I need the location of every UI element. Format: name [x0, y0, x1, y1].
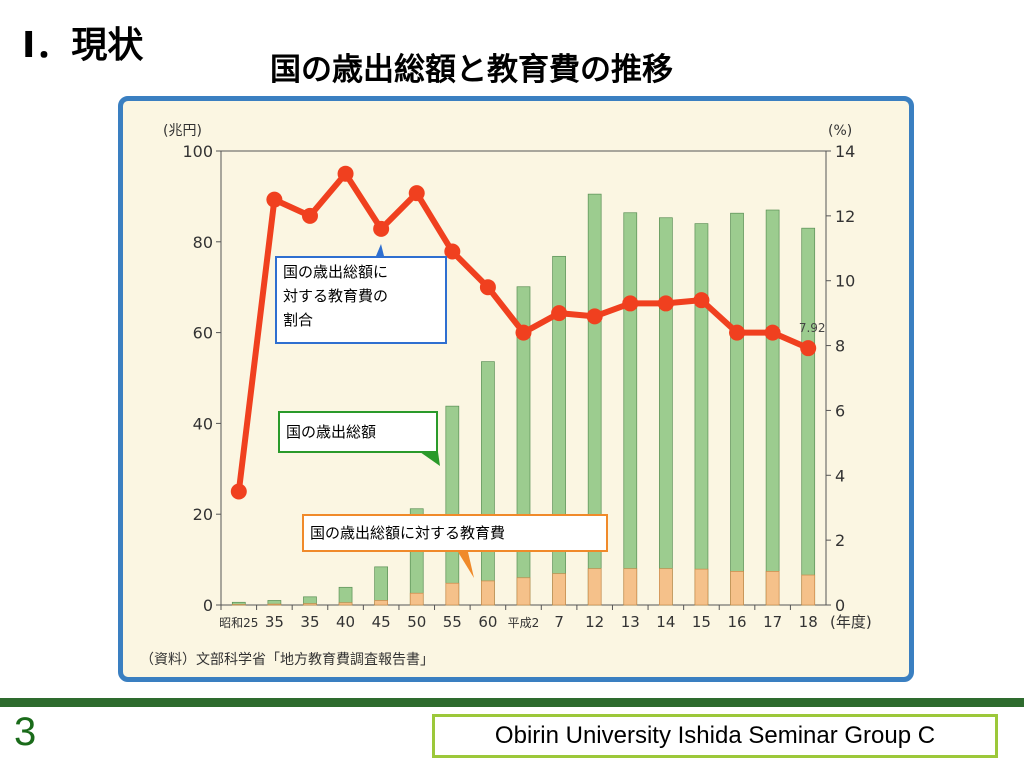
bar-education: [374, 600, 388, 606]
callout-ratio-line-2: 対する教育費の: [283, 287, 389, 305]
bar-education: [409, 592, 424, 606]
ratio-point: [373, 220, 390, 237]
right-axis-tick-label: 10: [835, 272, 855, 291]
bottom-bar: [0, 698, 1024, 707]
bar-total: [445, 405, 460, 606]
bar-total: [338, 586, 353, 606]
bar-education: [267, 603, 282, 606]
right-axis-tick-label: 6: [835, 401, 845, 420]
x-axis-category-label: 60: [478, 613, 497, 631]
ratio-point: [230, 483, 247, 500]
bar-education: [552, 573, 566, 606]
left-axis-unit: (兆円): [163, 123, 202, 139]
x-axis-category-label: 13: [621, 613, 640, 631]
ratio-point: [693, 292, 710, 309]
bar-education: [801, 574, 816, 606]
bar-education: [694, 568, 709, 606]
bar-education: [445, 582, 460, 606]
x-axis-category-label: 50: [407, 613, 426, 631]
bar-total: [765, 209, 780, 606]
x-axis-category-label: 15: [692, 613, 711, 631]
slide-title: 国の歳出総額と教育費の推移: [270, 52, 673, 88]
x-axis-category-label: 45: [372, 613, 391, 631]
ratio-last-value-label: 7.92: [799, 321, 826, 335]
x-axis-category-label: 35: [300, 613, 319, 631]
callout-ratio-line-3: 割合: [283, 311, 314, 329]
ratio-point: [800, 340, 817, 357]
x-axis-category-label: 12: [585, 613, 604, 631]
right-axis-unit: (%): [828, 123, 852, 139]
footer-label: Obirin University Ishida Seminar Group C: [432, 714, 998, 758]
callout-education: 国の歳出総額に対する教育費: [302, 514, 608, 552]
ratio-point: [729, 324, 746, 341]
page-number: 3: [14, 710, 37, 754]
bar-education: [765, 571, 780, 606]
left-axis-tick-label: 40: [193, 414, 213, 433]
bar-total: [374, 566, 388, 606]
bar-total: [659, 217, 673, 606]
callout-education-pointer: [458, 552, 474, 578]
x-axis-category-label: 55: [443, 613, 462, 631]
callout-ratio: 国の歳出総額に 対する教育費の 割合: [275, 256, 447, 344]
callout-total-pointer: [420, 452, 440, 466]
callout-total: 国の歳出総額: [278, 411, 438, 453]
bar-total: [730, 212, 744, 606]
x-axis-category-label: 昭和25: [219, 616, 258, 630]
bar-total: [481, 361, 495, 606]
ratio-point: [586, 308, 603, 325]
right-axis-tick-label: 12: [835, 207, 855, 226]
left-axis-tick-label: 80: [193, 233, 213, 252]
x-axis-category-label: 35: [265, 613, 284, 631]
bar-education: [303, 603, 317, 606]
bar-education: [730, 571, 744, 606]
ratio-point: [551, 305, 568, 322]
right-axis-tick-label: 2: [835, 531, 845, 550]
x-axis-category-label: 16: [727, 613, 746, 631]
ratio-point: [408, 185, 425, 202]
ratio-point: [657, 295, 674, 312]
right-axis-tick-label: 4: [835, 466, 845, 485]
bar-education: [587, 568, 602, 606]
bar-total: [623, 212, 638, 606]
callout-ratio-pointer: [376, 244, 384, 256]
source-note: （資料）文部科学省「地方教育費調査報告書」: [140, 652, 434, 668]
bar-total: [694, 223, 709, 606]
ratio-point: [301, 207, 318, 224]
right-axis-tick-label: 0: [835, 596, 845, 615]
x-axis-category-label: 17: [763, 613, 782, 631]
ratio-point: [266, 191, 283, 208]
x-axis-category-label: 平成2: [508, 616, 540, 630]
x-axis-category-label: 40: [336, 613, 355, 631]
ratio-point: [764, 324, 781, 341]
left-axis-tick-label: 60: [193, 324, 213, 343]
callout-ratio-line-1: 国の歳出総額に: [283, 263, 389, 281]
ratio-point: [515, 324, 532, 341]
ratio-point: [444, 243, 461, 260]
left-axis-tick-label: 100: [182, 142, 213, 161]
left-axis-tick-label: 0: [203, 596, 213, 615]
bar-education: [481, 580, 495, 606]
section-title: Ⅰ．現状: [22, 25, 144, 66]
ratio-point: [479, 279, 496, 296]
x-axis-unit: (年度): [830, 613, 872, 631]
right-axis-tick-label: 8: [835, 337, 845, 356]
x-axis-category-label: 14: [656, 613, 675, 631]
bar-education: [623, 568, 638, 606]
right-axis-tick-label: 14: [835, 142, 855, 161]
ratio-point: [337, 165, 354, 182]
bar-total: [801, 227, 816, 606]
x-axis-category-label: 18: [799, 613, 818, 631]
bar-education: [659, 568, 673, 606]
bar-education: [516, 577, 531, 606]
bar-education: [338, 602, 353, 606]
ratio-point: [622, 295, 639, 312]
left-axis-tick-label: 20: [193, 505, 213, 524]
x-axis-category-label: 7: [554, 613, 564, 631]
